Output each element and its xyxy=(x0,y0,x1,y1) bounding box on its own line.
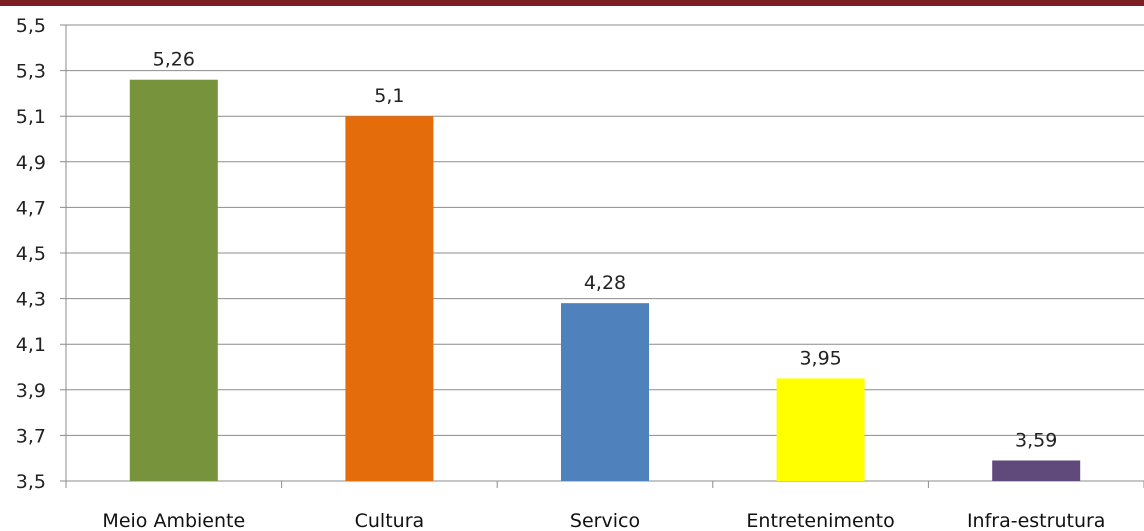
y-tick-label: 5,1 xyxy=(16,106,46,128)
category-label: Cultura xyxy=(355,510,425,531)
bar-meio-ambiente xyxy=(129,79,218,481)
bar-cultura xyxy=(345,116,434,481)
x-axis xyxy=(65,25,1144,488)
category-label: Infra-estrutura xyxy=(967,510,1105,531)
y-tick-label: 3,5 xyxy=(16,471,46,493)
y-axis-tick-labels: 3,5 3,7 3,9 4,1 4,3 4,5 4,7 4,9 5,1 5,3 5,5 xyxy=(16,15,46,493)
bar-servico xyxy=(561,303,649,481)
bar-entretenimento xyxy=(776,378,865,481)
category-labels: Meio Ambiente Cultura Servico Entreteniment… xyxy=(102,510,1105,531)
category-label: Meio Ambiente xyxy=(102,510,245,531)
y-tick-label: 5,5 xyxy=(16,15,46,37)
data-label: 4,28 xyxy=(584,272,626,294)
bars xyxy=(129,79,1081,481)
y-tick-label: 3,9 xyxy=(16,380,46,402)
top-border xyxy=(0,0,1144,6)
category-label: Entretenimento xyxy=(746,510,894,531)
gridlines xyxy=(60,24,1144,482)
bar-infra-estrutura xyxy=(992,460,1081,481)
y-tick-label: 4,7 xyxy=(16,197,46,219)
data-label: 5,26 xyxy=(153,49,195,71)
y-tick-label: 3,7 xyxy=(16,425,46,447)
data-labels: 5,26 5,1 4,28 3,95 3,59 xyxy=(153,49,1058,452)
y-tick-label: 4,5 xyxy=(16,243,46,265)
y-tick-label: 5,3 xyxy=(16,61,46,83)
y-tick-label: 4,1 xyxy=(16,334,46,356)
data-label: 3,59 xyxy=(1015,429,1057,451)
data-label: 3,95 xyxy=(799,347,841,369)
data-label: 5,1 xyxy=(374,85,404,107)
y-tick-label: 4,9 xyxy=(16,152,46,174)
category-label: Servico xyxy=(570,510,640,531)
y-tick-label: 4,3 xyxy=(16,289,46,311)
